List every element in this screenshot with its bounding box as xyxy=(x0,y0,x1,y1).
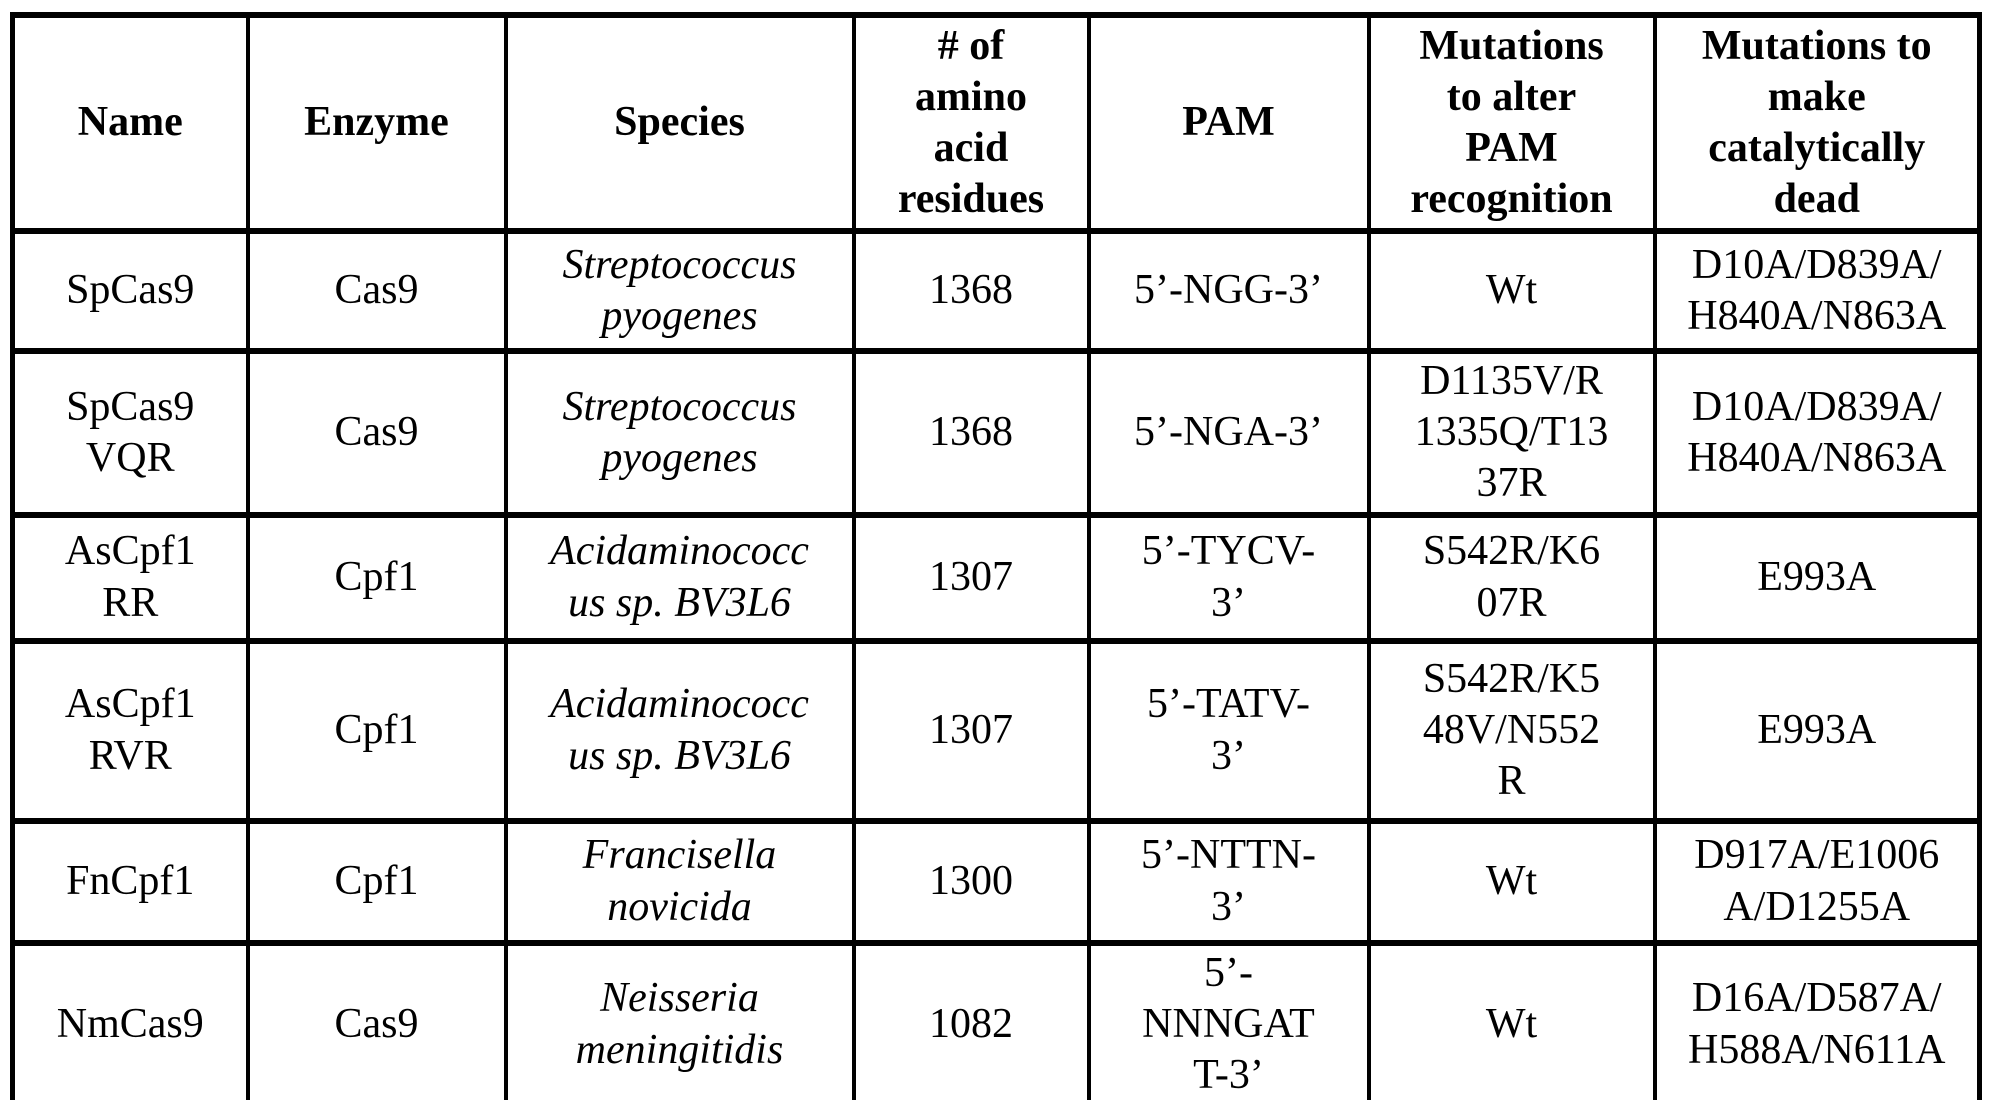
table-row-spcas9: SpCas9 Cas9 Streptococcus pyogenes 1368 … xyxy=(10,228,1982,354)
table-header-row: Name Enzyme Species # of amino acid resi… xyxy=(10,12,1982,234)
cell-enzyme: Cas9 xyxy=(245,348,508,518)
cell-enzyme: Cpf1 xyxy=(245,511,508,644)
cell-enzyme: Cpf1 xyxy=(245,817,508,946)
crispr-enzyme-table: Name Enzyme Species # of amino acid resi… xyxy=(10,12,1982,1100)
cell-name: NmCas9 xyxy=(10,939,250,1100)
cell-amino-acid-residues: 1300 xyxy=(851,817,1091,946)
cell-enzyme: Cpf1 xyxy=(245,637,508,824)
cell-amino-acid-residues: 1368 xyxy=(851,348,1091,518)
cell-dead-mutations: D10A/D839A/ H840A/N863A xyxy=(1652,348,1982,518)
table-row-ascpf1-rr: AsCpf1 RR Cpf1 Acidaminococc us sp. BV3L… xyxy=(10,511,1982,644)
cell-dead-mutations: E993A xyxy=(1652,637,1982,824)
cell-name: FnCpf1 xyxy=(10,817,250,946)
cell-species: Streptococcus pyogenes xyxy=(503,228,856,354)
cell-species: Francisella novicida xyxy=(503,817,856,946)
column-header-pam: PAM xyxy=(1086,12,1371,234)
cell-name: SpCas9 xyxy=(10,228,250,354)
cell-amino-acid-residues: 1082 xyxy=(851,939,1091,1100)
cell-enzyme: Cas9 xyxy=(245,228,508,354)
table-row-nmcas9: NmCas9 Cas9 Neisseria meningitidis 1082 … xyxy=(10,939,1982,1100)
cell-pam: 5’-TYCV- 3’ xyxy=(1086,511,1371,644)
cell-name: AsCpf1 RR xyxy=(10,511,250,644)
table-row-fncpf1: FnCpf1 Cpf1 Francisella novicida 1300 5’… xyxy=(10,817,1982,946)
cell-pam-mutations: Wt xyxy=(1366,939,1657,1100)
cell-amino-acid-residues: 1307 xyxy=(851,511,1091,644)
column-header-dead-mutations: Mutations to make catalytically dead xyxy=(1652,12,1982,234)
cell-pam: 5’-TATV- 3’ xyxy=(1086,637,1371,824)
column-header-species: Species xyxy=(503,12,856,234)
cell-pam-mutations: S542R/K5 48V/N552 R xyxy=(1366,637,1657,824)
cell-name: SpCas9 VQR xyxy=(10,348,250,518)
cell-pam: 5’-NGA-3’ xyxy=(1086,348,1371,518)
cell-pam-mutations: D1135V/R 1335Q/T13 37R xyxy=(1366,348,1657,518)
cell-dead-mutations: D10A/D839A/ H840A/N863A xyxy=(1652,228,1982,354)
cell-species: Neisseria meningitidis xyxy=(503,939,856,1100)
column-header-amino-acid-residues: # of amino acid residues xyxy=(851,12,1091,234)
cell-name: AsCpf1 RVR xyxy=(10,637,250,824)
column-header-pam-mutations: Mutations to alter PAM recognition xyxy=(1366,12,1657,234)
column-header-name: Name xyxy=(10,12,250,234)
table-row-spcas9-vqr: SpCas9 VQR Cas9 Streptococcus pyogenes 1… xyxy=(10,348,1982,518)
table-row-ascpf1-rvr: AsCpf1 RVR Cpf1 Acidaminococc us sp. BV3… xyxy=(10,637,1982,824)
cell-enzyme: Cas9 xyxy=(245,939,508,1100)
cell-pam-mutations: S542R/K6 07R xyxy=(1366,511,1657,644)
cell-amino-acid-residues: 1307 xyxy=(851,637,1091,824)
cell-dead-mutations: D16A/D587A/ H588A/N611A xyxy=(1652,939,1982,1100)
cell-species: Acidaminococc us sp. BV3L6 xyxy=(503,511,856,644)
cell-species: Streptococcus pyogenes xyxy=(503,348,856,518)
cell-pam: 5’-NTTN- 3’ xyxy=(1086,817,1371,946)
cell-pam: 5’-NGG-3’ xyxy=(1086,228,1371,354)
cell-pam-mutations: Wt xyxy=(1366,817,1657,946)
column-header-enzyme: Enzyme xyxy=(245,12,508,234)
cell-amino-acid-residues: 1368 xyxy=(851,228,1091,354)
cell-pam-mutations: Wt xyxy=(1366,228,1657,354)
cell-dead-mutations: D917A/E1006 A/D1255A xyxy=(1652,817,1982,946)
cell-species: Acidaminococc us sp. BV3L6 xyxy=(503,637,856,824)
cell-dead-mutations: E993A xyxy=(1652,511,1982,644)
cell-pam: 5’- NNNGAT T-3’ xyxy=(1086,939,1371,1100)
